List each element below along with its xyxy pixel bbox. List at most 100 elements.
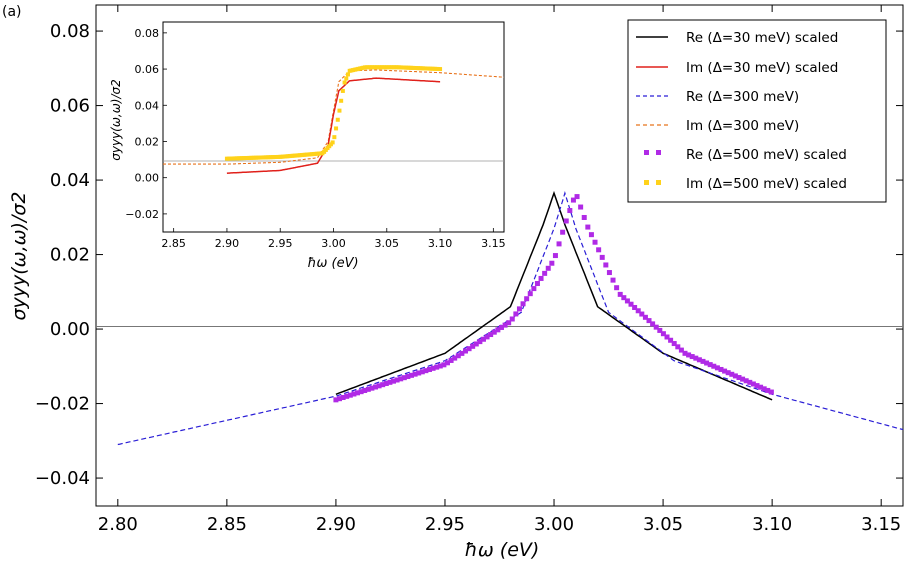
main-marker-re500-56: [534, 281, 540, 287]
main-ytick-label-3: 0.02: [50, 245, 90, 266]
main-xtick-label-5: 3.05: [643, 514, 683, 535]
inset-tick-labels: 2.85 2.90 2.95 3.00 3.05 3.10 3.15 −0.02 0.00 0.0…: [125, 27, 505, 250]
main-marker-re500-22: [412, 371, 418, 377]
main-marker-re500-88: [650, 321, 656, 327]
legend-entry-3: Im (Δ=300 meV): [686, 118, 799, 134]
main-ytick-label-2: 0.00: [50, 319, 90, 340]
inset-ytick-label-5: 0.08: [135, 27, 160, 40]
main-marker-re500-9: [365, 386, 371, 392]
main-marker-re500-104: [707, 362, 713, 368]
main-marker-re500-7: [358, 389, 364, 395]
main-marker-re500-75: [603, 262, 609, 268]
main-marker-re500-64: [563, 218, 569, 224]
inset-ytick-label-3: 0.04: [135, 99, 160, 112]
main-marker-re500-106: [714, 365, 720, 371]
main-marker-re500-113: [740, 376, 746, 382]
inset-xtick-label-0: 2.85: [161, 237, 186, 250]
main-axis-ticks: [96, 5, 903, 506]
main-marker-re500-57: [538, 275, 544, 281]
main-marker-re500-36: [462, 348, 468, 354]
main-marker-re500-32: [448, 357, 454, 363]
main-marker-re500-66: [570, 197, 576, 203]
main-marker-re500-105: [711, 363, 717, 369]
main-marker-re500-60: [549, 260, 555, 266]
main-marker-re500-83: [632, 304, 638, 310]
inset-ytick-label-0: −0.02: [125, 208, 159, 221]
main-marker-re500-72: [592, 239, 598, 245]
main-marker-re500-103: [704, 360, 710, 366]
main-marker-re500-34: [455, 353, 461, 359]
main-marker-re500-67: [574, 194, 580, 200]
main-marker-re500-114: [743, 378, 749, 384]
panel-label: (a): [2, 4, 22, 20]
main-marker-re500-41: [480, 336, 486, 342]
inset-series-line-0: [163, 69, 505, 165]
main-marker-re500-58: [542, 270, 548, 276]
main-x-axis-label: ħω (eV): [465, 539, 540, 561]
main-marker-re500-54: [527, 291, 533, 297]
main-series-group: [117, 190, 904, 446]
main-marker-re500-55: [531, 286, 537, 292]
main-marker-re500-26: [426, 366, 432, 372]
main-marker-re500-85: [639, 311, 645, 317]
main-marker-re500-3: [344, 393, 350, 399]
main-marker-re500-68: [578, 204, 584, 210]
inset-marker-im500-71: [345, 72, 350, 77]
inset-axis-ticks: [163, 32, 494, 232]
main-marker-re500-10: [369, 385, 375, 391]
main-marker-re500-116: [750, 381, 756, 387]
main-marker-re500-94: [671, 341, 677, 347]
main-marker-re500-118: [758, 384, 764, 390]
main-marker-re500-76: [606, 270, 612, 276]
main-marker-re500-84: [635, 308, 641, 314]
main-marker-re500-70: [585, 224, 591, 230]
main-marker-re500-29: [437, 363, 443, 369]
inset-xtick-label-6: 3.15: [481, 237, 506, 250]
inset-y-axis-label: σyyy(ω,ω)/σ2: [109, 79, 123, 160]
inset-marker-im500-69: [342, 80, 347, 85]
legend-entry-2: Re (Δ=300 meV): [686, 89, 799, 105]
legend-entry-0: Re (Δ=30 meV) scaled: [686, 30, 838, 46]
main-marker-re500-23: [416, 370, 422, 376]
main-marker-re500-110: [729, 371, 735, 377]
main-marker-re500-5: [351, 391, 357, 397]
main-series-line-0: [335, 190, 773, 401]
main-marker-re500-65: [567, 208, 573, 214]
main-marker-re500-117: [754, 383, 760, 389]
main-xtick-label-1: 2.85: [207, 514, 247, 535]
main-marker-re500-109: [725, 370, 731, 376]
inset-x-axis-label: ħω (eV): [307, 256, 358, 271]
legend-entry-1: Im (Δ=30 meV) scaled: [686, 60, 838, 76]
main-marker-re500-89: [653, 324, 659, 330]
main-marker-re500-97: [682, 350, 688, 356]
inset-marker-im500-68: [340, 88, 345, 93]
main-marker-re500-27: [430, 365, 436, 371]
main-marker-re500-17: [394, 377, 400, 383]
main-marker-re500-121: [768, 389, 774, 395]
main-marker-re500-21: [408, 372, 414, 378]
main-marker-re500-63: [560, 229, 566, 235]
main-marker-re500-13: [380, 382, 386, 388]
main-marker-re500-20: [405, 373, 411, 379]
main-marker-re500-11: [373, 384, 379, 390]
main-marker-re500-1: [337, 396, 343, 402]
main-marker-re500-42: [484, 334, 490, 340]
main-marker-re500-62: [556, 241, 562, 247]
main-tick-labels: 2.80 2.85 2.90 2.95 3.00 3.05 3.10 3.15 −0.04 −0.…: [35, 21, 901, 535]
main-ytick-label-5: 0.06: [50, 96, 90, 117]
main-marker-re500-46: [498, 324, 504, 330]
inset-marker-im500-65: [335, 117, 340, 122]
main-marker-re500-43: [488, 332, 494, 338]
inset-xtick-label-4: 3.05: [375, 237, 400, 250]
main-xtick-label-2: 2.90: [316, 514, 356, 535]
main-marker-re500-87: [646, 318, 652, 324]
inset-marker-im500-62: [330, 140, 335, 145]
main-marker-re500-80: [621, 295, 627, 301]
inset-marker-im500-66: [337, 108, 342, 113]
inset-ytick-label-4: 0.06: [135, 63, 160, 76]
inset-xtick-label-1: 2.90: [215, 237, 240, 250]
inset: 2.85 2.90 2.95 3.00 3.05 3.10 3.15 −0.02 0.00 0.0…: [109, 21, 506, 271]
main-xtick-label-7: 3.15: [861, 514, 901, 535]
legend: Re (Δ=30 meV) scaled Im (Δ=30 meV) scale…: [627, 19, 887, 203]
